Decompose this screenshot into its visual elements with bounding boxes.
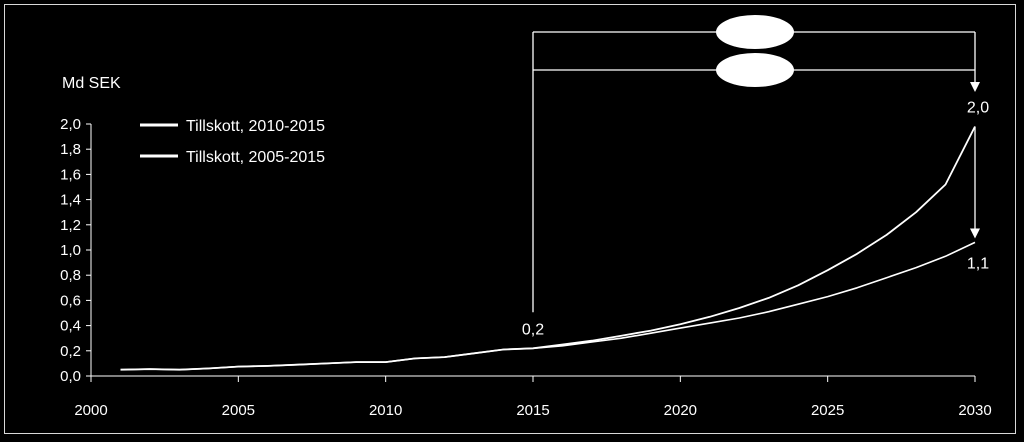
- x-tick-label: 2025: [811, 402, 844, 419]
- x-tick-label: 2020: [664, 402, 697, 419]
- y-tick-label: 0,6: [60, 292, 81, 309]
- y-tick-label: 2,0: [60, 116, 81, 133]
- data-annotations: 0,2 2,0 1,1: [522, 100, 989, 339]
- y-tick-label: 1,0: [60, 242, 81, 259]
- annotation-label: 2,0: [967, 100, 989, 117]
- x-tick-label: 2005: [222, 402, 255, 419]
- legend-label-1: Tillskott, 2010-2015: [186, 118, 325, 135]
- y-tick-label: 1,4: [60, 192, 81, 209]
- annotation-label: 0,2: [522, 321, 544, 338]
- y-tick-label: 0,8: [60, 267, 81, 284]
- label-oval-lower: [716, 53, 794, 87]
- y-tick-label: 1,6: [60, 166, 81, 183]
- chart-frame: [4, 4, 1016, 434]
- x-tick-label: 2010: [369, 402, 402, 419]
- series-line-2: [120, 241, 976, 371]
- label-oval-upper: [716, 15, 794, 49]
- arrow-head-upper: [970, 82, 980, 92]
- legend: Tillskott, 2010-2015 Tillskott, 2005-2015: [140, 118, 325, 166]
- y-tick-label: 0,0: [60, 368, 81, 385]
- y-axis-label: Md SEK: [62, 75, 121, 92]
- axes: [86, 123, 976, 382]
- tick-labels: 0,0 0,2 0,4 0,6 0,8 1,0 1,2 1,4 1,6 1,8 2,0 2000 200…: [60, 116, 992, 419]
- y-tick-label: 0,2: [60, 343, 81, 360]
- arrow-head-lower: [970, 228, 980, 239]
- annotation-label: 1,1: [967, 255, 989, 272]
- y-tick-label: 0,4: [60, 318, 81, 335]
- x-tick-label: 2015: [516, 402, 549, 419]
- legend-label-2: Tillskott, 2005-2015: [186, 149, 325, 166]
- series-lines: [120, 126, 976, 371]
- x-tick-label: 2030: [958, 402, 991, 419]
- comparison-bracket: [532, 15, 980, 313]
- y-tick-label: 1,8: [60, 141, 81, 158]
- y-tick-label: 1,2: [60, 217, 81, 234]
- x-tick-label: 2000: [74, 402, 107, 419]
